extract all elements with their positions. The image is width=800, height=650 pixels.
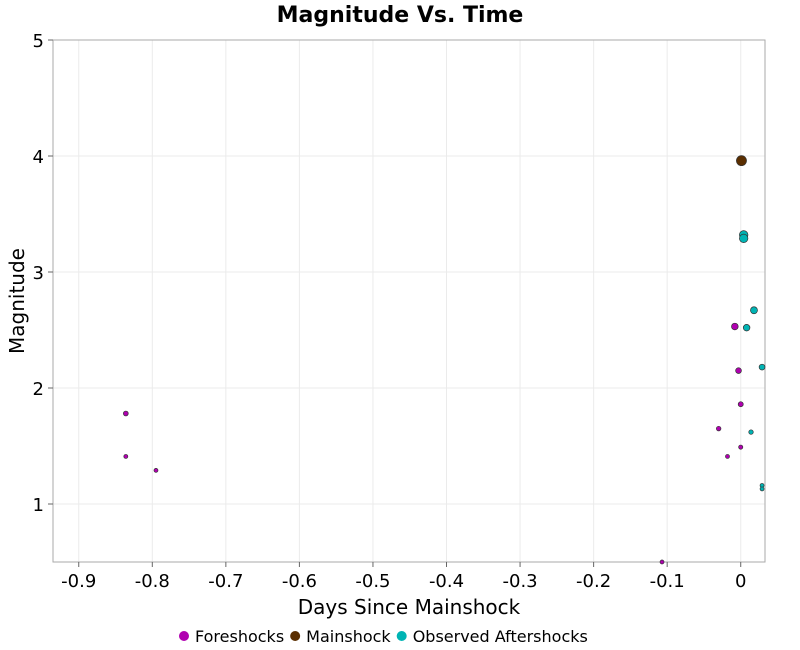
- y-tick-label: 1: [33, 495, 44, 516]
- x-tick-label: -0.9: [61, 571, 96, 592]
- grid: [53, 39, 765, 562]
- legend-marker-observed-aftershocks: [396, 631, 407, 641]
- x-axis-label: Days Since Mainshock: [298, 595, 521, 619]
- x-tick-label: -0.8: [135, 571, 170, 592]
- data-point-observed-aftershocks: [742, 324, 751, 332]
- x-tick-label: -0.4: [429, 571, 464, 592]
- legend-label: Mainshock: [306, 627, 391, 646]
- x-tick-label: -0.7: [208, 571, 243, 592]
- chart-title: Magnitude Vs. Time: [277, 3, 524, 28]
- x-tick-label: -0.3: [503, 571, 538, 592]
- legend-marker-foreshocks: [179, 631, 189, 641]
- y-axis-label: Magnitude: [5, 248, 29, 354]
- data-point-observed-aftershocks: [750, 306, 758, 315]
- data-point-foreshocks: [725, 454, 730, 459]
- data-point-observed-aftershocks: [759, 486, 765, 492]
- legend: Foreshocks Mainshock Observed Aftershocks: [179, 627, 588, 646]
- x-tick-label: 0: [735, 571, 746, 592]
- data-point-foreshocks: [731, 322, 739, 331]
- x-tick-label: -0.5: [355, 571, 390, 592]
- data-point-observed-aftershocks: [739, 233, 749, 243]
- y-tick-label: 4: [33, 147, 44, 168]
- data-point-foreshocks: [735, 367, 742, 374]
- data-point-foreshocks: [123, 410, 129, 417]
- y-tick-label: 5: [33, 31, 44, 52]
- data-point-foreshocks: [716, 425, 722, 432]
- axis-ticks: -0.9 -0.8 -0.7 -0.6 -0.5 -0.4 -0.3 -0.2 -0.1 0 1 2 3…: [33, 31, 747, 592]
- data-point-foreshocks: [659, 559, 665, 565]
- legend-label: Foreshocks: [195, 627, 284, 646]
- x-tick-label: -0.1: [650, 571, 685, 592]
- x-tick-label: -0.2: [576, 571, 611, 592]
- y-tick-label: 3: [33, 263, 44, 284]
- legend-marker-mainshock: [290, 631, 301, 641]
- data-point-foreshocks: [153, 468, 159, 473]
- data-point-foreshocks: [737, 401, 744, 408]
- data-point-observed-aftershocks: [748, 429, 754, 435]
- plot-frame: [52, 39, 766, 563]
- data-point-observed-aftershocks: [758, 363, 766, 371]
- data-points: [123, 155, 766, 565]
- data-point-foreshocks: [123, 454, 129, 459]
- y-tick-label: 2: [33, 379, 44, 400]
- legend-label: Observed Aftershocks: [413, 627, 588, 646]
- x-tick-label: -0.6: [282, 571, 317, 592]
- data-point-foreshocks: [738, 444, 744, 450]
- data-point-mainshock: [736, 155, 747, 167]
